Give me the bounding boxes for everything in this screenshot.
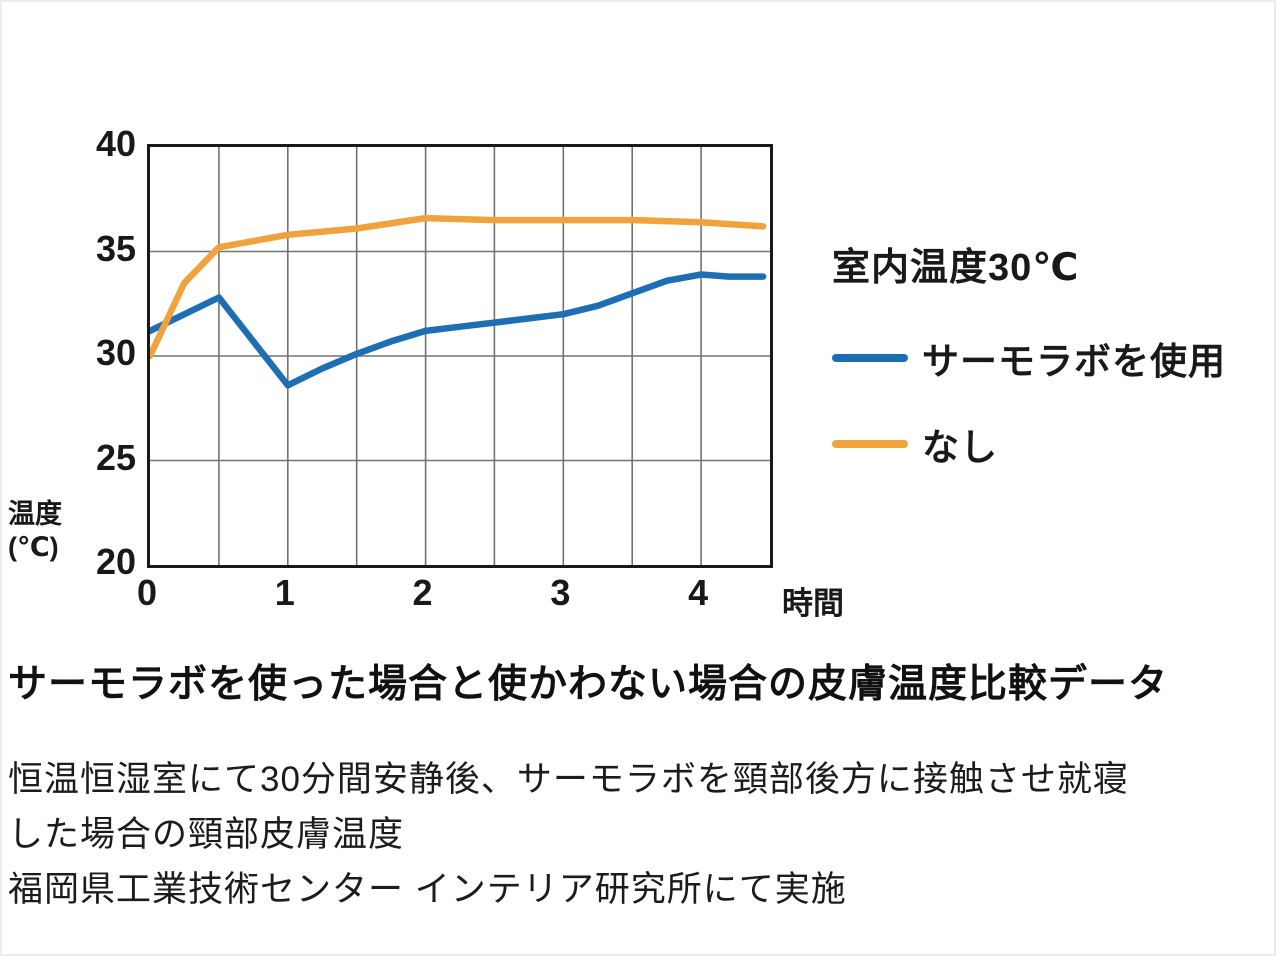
caption-body: 恒温恒湿室にて30分間安静後、サーモラボを頸部後方に接触させ就寝 した場合の頸部皮… (8, 752, 1248, 917)
legend-item-label: なし (922, 427, 998, 468)
x-axis-unit: 時間 (782, 586, 844, 621)
y-tick-label: 30 (95, 332, 136, 373)
caption-title: サーモラボを使った場合と使かわない場合の皮膚温度比較データ (8, 663, 1169, 706)
series-line-1 (150, 214, 767, 360)
x-tick-label: 2 (412, 572, 433, 613)
caption-body-line: した場合の頸部皮膚温度 (8, 815, 405, 854)
legend-item-1: なし (832, 417, 1226, 471)
y-tick-label: 25 (95, 436, 136, 478)
legend-item-0: サーモラボを使用 (832, 331, 1226, 385)
legend-title: 室内温度30℃ (832, 247, 1080, 289)
gridlines (150, 147, 770, 565)
legend-line-swatch (832, 354, 908, 362)
series-line-0 (150, 271, 767, 389)
y-axis-label-line1: 温度 (8, 499, 62, 529)
legend-items: サーモラボを使用 なし (832, 331, 1226, 471)
x-tick-label: 3 (550, 572, 571, 613)
legend-line-swatch (832, 440, 908, 448)
y-axis-label: 温度 (℃) (8, 498, 62, 564)
caption-body-line: 福岡県工業技術センター インテリア研究所にて実施 (8, 870, 847, 909)
x-tick-label: 1 (274, 572, 295, 613)
caption: サーモラボを使った場合と使かわない場合の皮膚温度比較データ 恒温恒湿室にて30分… (8, 662, 1248, 917)
plot-area (147, 144, 773, 568)
x-tick-label: 0 (136, 572, 158, 613)
x-tick-label: 4 (688, 572, 709, 613)
y-tick-label: 35 (95, 227, 136, 269)
y-axis-label-line2: (℃) (8, 532, 59, 562)
y-tick-label: 40 (95, 123, 136, 164)
y-tick-label: 20 (95, 541, 136, 582)
chart-canvas (150, 147, 770, 565)
caption-body-line: 恒温恒湿室にて30分間安静後、サーモラボを頸部後方に接触させ就寝 (8, 760, 1129, 799)
legend-item-label: サーモラボを使用 (922, 341, 1226, 382)
legend: 室内温度30℃ サーモラボを使用 なし (832, 236, 1226, 503)
